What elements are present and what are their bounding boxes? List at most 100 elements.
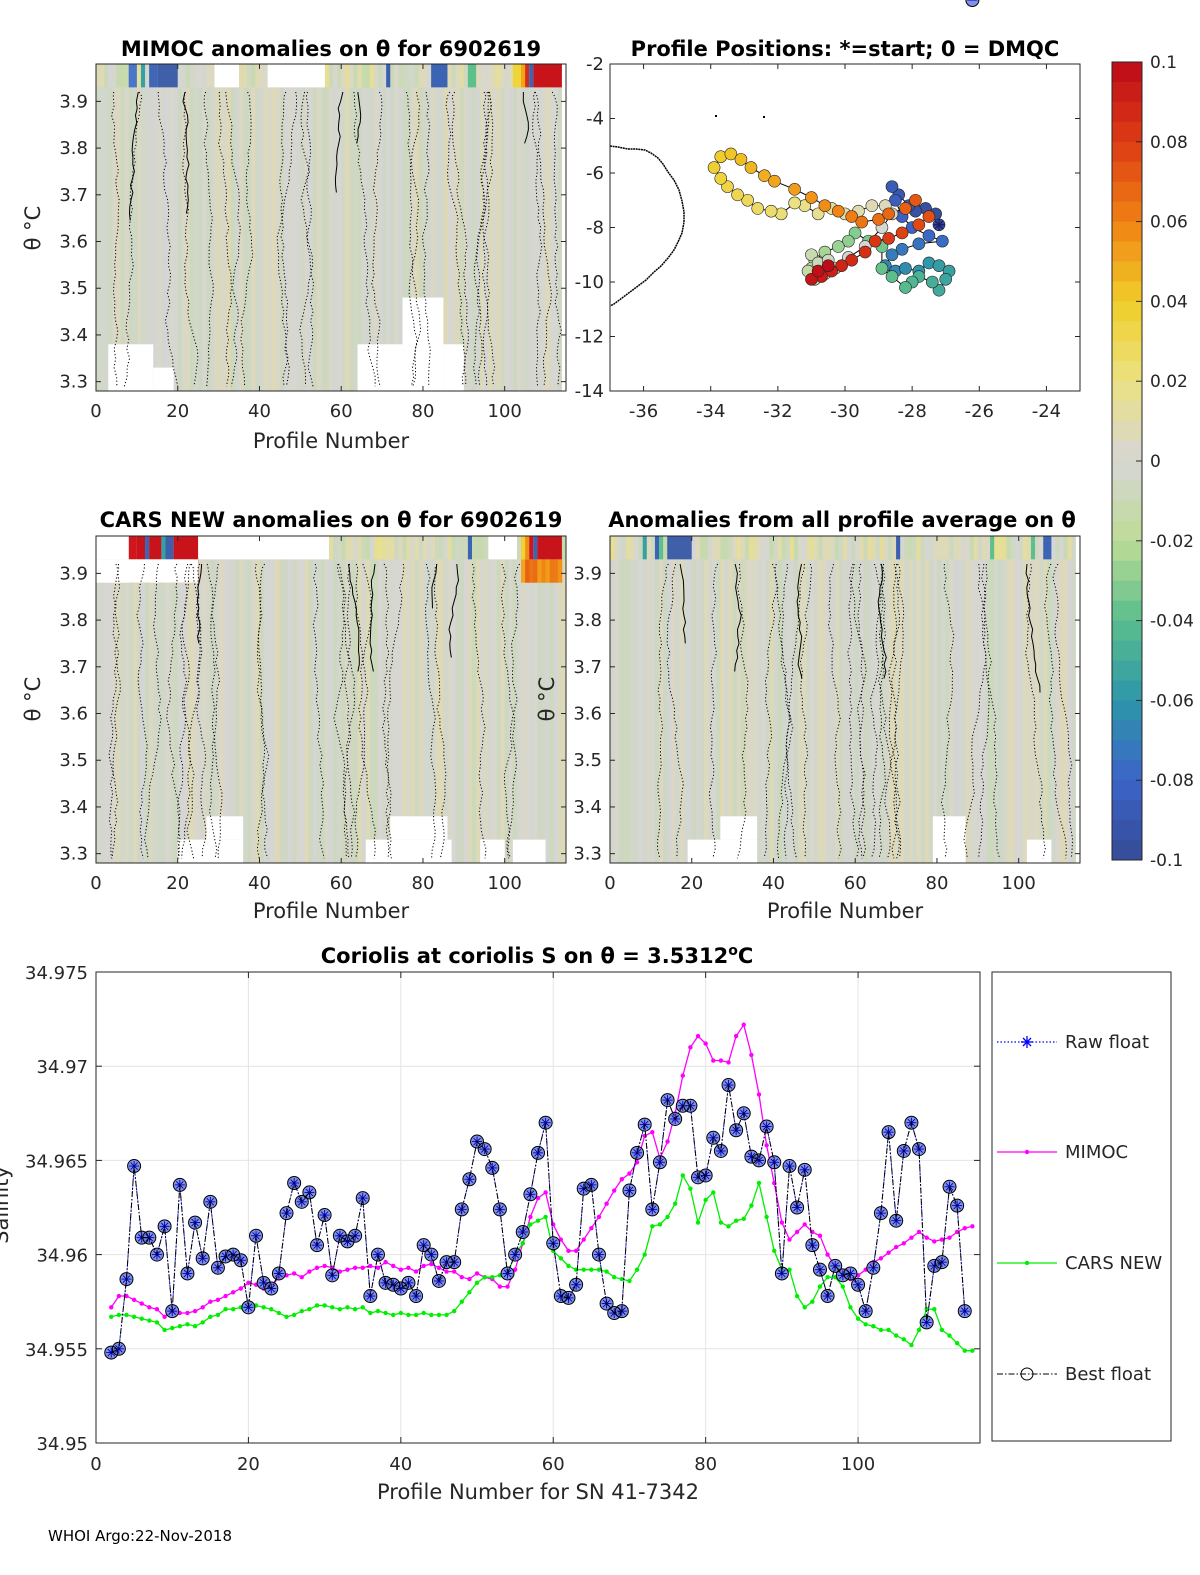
field-column	[533, 87, 538, 391]
field-column	[459, 559, 465, 863]
field-column	[622, 559, 627, 863]
data-point	[299, 1275, 304, 1280]
data-point	[566, 1263, 571, 1269]
field-anomaly-cell	[431, 64, 448, 88]
asterisk-stroke	[732, 1126, 740, 1135]
asterisk-stroke	[145, 1233, 154, 1242]
field-column	[761, 559, 766, 863]
average-x-ticks: 0 20 40 60 80 100	[604, 536, 1036, 894]
field-column	[687, 559, 693, 863]
field-column	[973, 559, 979, 863]
coastline	[610, 115, 765, 307]
dotted-contour	[240, 91, 254, 387]
field-top-cell	[924, 536, 930, 560]
position-marker	[855, 215, 869, 229]
dotted-contour	[481, 91, 490, 387]
mimoc-y-label: θ °C	[21, 206, 45, 251]
field-anomaly-cell	[149, 536, 162, 560]
data-point	[157, 1219, 172, 1234]
solid-contour	[369, 563, 376, 672]
data-point	[866, 1260, 881, 1275]
field-column	[928, 559, 934, 863]
field-missing-data	[480, 839, 505, 863]
position-marker	[882, 232, 895, 245]
y-tick-label: -14	[575, 381, 604, 402]
field-column	[455, 559, 461, 863]
field-top-cell	[480, 64, 485, 88]
dotted-contour	[479, 91, 496, 387]
average-x-label: Profile Number	[767, 899, 924, 923]
data-point	[802, 1222, 807, 1227]
field-top-cell	[333, 536, 338, 560]
position-marker	[734, 153, 748, 166]
field-column	[716, 559, 721, 863]
data-point	[302, 1185, 317, 1200]
data-point	[817, 1233, 823, 1238]
mimoc-anomaly-panel: MIMOC anomalies on θ for 6902619 0 20 40 60…	[21, 37, 567, 453]
data-point	[817, 1284, 823, 1289]
data-point	[683, 1098, 698, 1113]
data-point	[317, 1208, 332, 1223]
field-anomaly-cell	[467, 64, 477, 88]
field-anomaly-cell	[529, 536, 534, 560]
x-tick-label: 100	[841, 1454, 875, 1475]
colorbar-tick-label: 0.1	[1150, 53, 1177, 73]
solid-contour	[182, 91, 190, 214]
data-point	[406, 1312, 411, 1318]
mimoc-x-ticks: 0 20 40 60 80 100	[90, 64, 522, 422]
field-column	[96, 87, 101, 391]
dotted-contour	[299, 91, 314, 387]
salinity-title-degree: o	[728, 943, 738, 959]
data-point	[307, 1307, 312, 1312]
field-missing-data	[96, 536, 129, 560]
field-top-cell	[826, 536, 832, 560]
salinity-x-label: Profile Number for SN 41-7342	[377, 1480, 699, 1504]
field-column	[467, 87, 473, 391]
dotted-contour	[181, 563, 203, 859]
field-top-cell	[259, 64, 264, 88]
float-positions	[707, 147, 956, 297]
field-column	[802, 559, 807, 863]
field-top-cell	[1035, 536, 1040, 560]
average-y-ticks: 3.3 3.4 3.5 3.6 3.7 3.8 3.9	[573, 563, 1080, 865]
field-column	[459, 87, 465, 391]
field-anomaly-cell	[896, 536, 901, 560]
y-tick-label: 3.8	[59, 610, 88, 631]
data-point	[393, 1281, 408, 1296]
field-anomaly-cell	[654, 536, 660, 560]
data-point	[688, 1186, 693, 1191]
data-point	[703, 1041, 708, 1046]
position-marker	[818, 199, 832, 212]
field-column	[826, 559, 832, 863]
cars-field	[96, 536, 566, 863]
field-column	[153, 87, 158, 391]
field-missing-data	[267, 64, 325, 88]
field-column	[748, 559, 754, 863]
dotted-contour	[123, 91, 143, 387]
field-warm-cell	[553, 559, 559, 583]
field-anomaly-cell	[525, 536, 530, 560]
field-column	[320, 559, 326, 863]
field-anomaly-cell	[128, 536, 137, 560]
cars-anomaly-panel: CARS NEW anomalies on θ for 6902619 0 20 4…	[21, 508, 567, 923]
y-tick-label: 34.95	[36, 1434, 88, 1455]
field-top-cell	[977, 536, 983, 560]
legend-box	[991, 971, 1172, 1442]
field-column	[941, 559, 946, 863]
field-column	[675, 559, 680, 863]
field-column	[908, 559, 913, 863]
legend-best-float-label: Best float	[1065, 1364, 1151, 1385]
field-column	[920, 559, 926, 863]
asterisk-stroke	[122, 1275, 131, 1283]
data-point	[413, 1269, 419, 1274]
data-point	[657, 1222, 663, 1227]
position-marker	[899, 262, 912, 275]
field-warm-cell	[529, 559, 534, 583]
solid-contour	[1025, 563, 1041, 693]
field-column	[561, 559, 566, 863]
data-point	[352, 1307, 358, 1312]
field-column	[312, 87, 318, 391]
data-point	[538, 1115, 553, 1130]
data-point	[170, 1325, 175, 1331]
field-top-cell	[361, 64, 367, 88]
